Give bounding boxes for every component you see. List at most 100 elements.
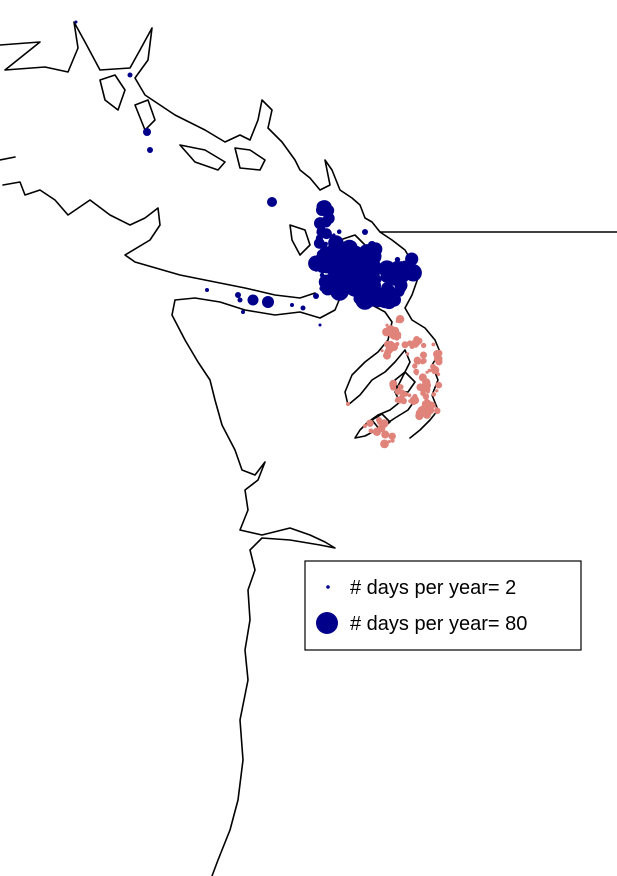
observation-dot xyxy=(363,424,367,428)
observation-dot xyxy=(74,20,78,24)
observation-dot xyxy=(316,204,328,216)
observation-dot xyxy=(394,270,398,274)
observation-dot xyxy=(315,258,327,270)
observation-dot xyxy=(383,293,388,298)
coastline-island-channel xyxy=(99,74,266,171)
observation-dot xyxy=(384,284,393,292)
observation-dots-secondary xyxy=(346,315,443,449)
observation-dot xyxy=(362,229,368,235)
observation-dot xyxy=(424,406,431,412)
observation-dot xyxy=(300,305,306,311)
observation-dot xyxy=(143,128,151,136)
observation-dot xyxy=(423,405,427,409)
observation-dot xyxy=(290,303,294,307)
observation-dot xyxy=(435,389,439,393)
observation-dot xyxy=(316,249,327,260)
observation-dot xyxy=(348,260,357,270)
observation-dot xyxy=(262,296,274,308)
observation-dot xyxy=(147,147,153,153)
observation-dot xyxy=(241,310,245,314)
observation-dot xyxy=(394,388,402,395)
observation-dot xyxy=(385,323,389,327)
observation-dot xyxy=(396,284,406,294)
observation-dot xyxy=(247,294,259,306)
observation-dot xyxy=(235,292,241,298)
observation-dot xyxy=(397,335,402,339)
observation-dot xyxy=(416,413,420,417)
observation-dot xyxy=(425,370,429,374)
observation-dots-primary xyxy=(74,20,422,327)
observation-dot xyxy=(407,393,412,398)
observation-dot xyxy=(368,241,376,249)
observation-dot xyxy=(438,358,442,362)
observation-dot xyxy=(393,261,400,268)
observation-dot xyxy=(412,363,418,369)
observation-dot xyxy=(388,432,396,440)
observation-dot xyxy=(338,255,343,260)
observation-dot xyxy=(320,281,335,296)
observation-dot xyxy=(426,390,430,394)
observation-dot xyxy=(403,263,413,273)
observation-dot xyxy=(315,234,323,242)
observation-dot xyxy=(376,417,382,423)
observation-dot xyxy=(381,430,390,439)
observation-dot xyxy=(394,256,401,263)
observation-dot xyxy=(327,274,330,278)
observation-dot xyxy=(418,415,423,420)
observation-dot xyxy=(395,315,405,324)
observation-dot xyxy=(359,272,367,281)
coastline-puget-west xyxy=(344,289,416,439)
observation-dot xyxy=(403,391,409,397)
observation-dot xyxy=(325,246,329,250)
observation-dot xyxy=(321,228,332,240)
legend-label-large: # days per year= 80 xyxy=(350,613,527,635)
observation-dot xyxy=(420,405,424,409)
observation-dot xyxy=(424,410,430,416)
legend-marker-large xyxy=(316,612,338,634)
observation-dot xyxy=(415,372,419,376)
observation-dot xyxy=(385,326,393,334)
observation-dot xyxy=(327,247,339,259)
observation-dot xyxy=(434,407,441,414)
observation-dot xyxy=(409,397,418,406)
observation-dot xyxy=(417,361,421,365)
observation-dot xyxy=(365,253,369,258)
observation-dot xyxy=(336,238,343,244)
observation-dot xyxy=(435,381,443,389)
observation-dot xyxy=(431,342,436,347)
coastline-outer xyxy=(171,289,349,876)
observation-dot xyxy=(333,257,342,266)
observation-dot xyxy=(380,349,384,353)
observation-dot xyxy=(411,338,421,347)
observation-dot xyxy=(347,256,351,260)
coastline-puget-island xyxy=(289,224,416,431)
observation-dot xyxy=(386,340,395,350)
observation-dot xyxy=(377,424,386,433)
observation-dot xyxy=(396,396,404,404)
observation-dot xyxy=(431,392,437,397)
observation-dot xyxy=(380,439,389,449)
observation-dot xyxy=(389,379,398,388)
coastline-group xyxy=(0,21,617,876)
observation-dot xyxy=(360,253,365,257)
observation-dot xyxy=(366,419,374,427)
observation-dot xyxy=(416,383,425,392)
observation-dot xyxy=(267,197,277,207)
observation-dot xyxy=(355,290,375,310)
observation-dot xyxy=(397,384,404,390)
observation-dot xyxy=(420,360,425,365)
observation-dot xyxy=(318,323,322,327)
observation-dot xyxy=(372,274,382,284)
observation-dot xyxy=(313,293,319,299)
coastline-island-south xyxy=(0,156,316,299)
observation-dot xyxy=(434,353,438,358)
observation-dot xyxy=(237,297,243,303)
observation-dot xyxy=(313,237,325,249)
observation-dot xyxy=(350,251,357,257)
observation-dot xyxy=(427,368,432,373)
legend-label-small: # days per year= 2 xyxy=(350,577,516,599)
observation-dot xyxy=(428,401,436,409)
observation-dot xyxy=(418,373,427,382)
observation-dot xyxy=(388,332,395,338)
